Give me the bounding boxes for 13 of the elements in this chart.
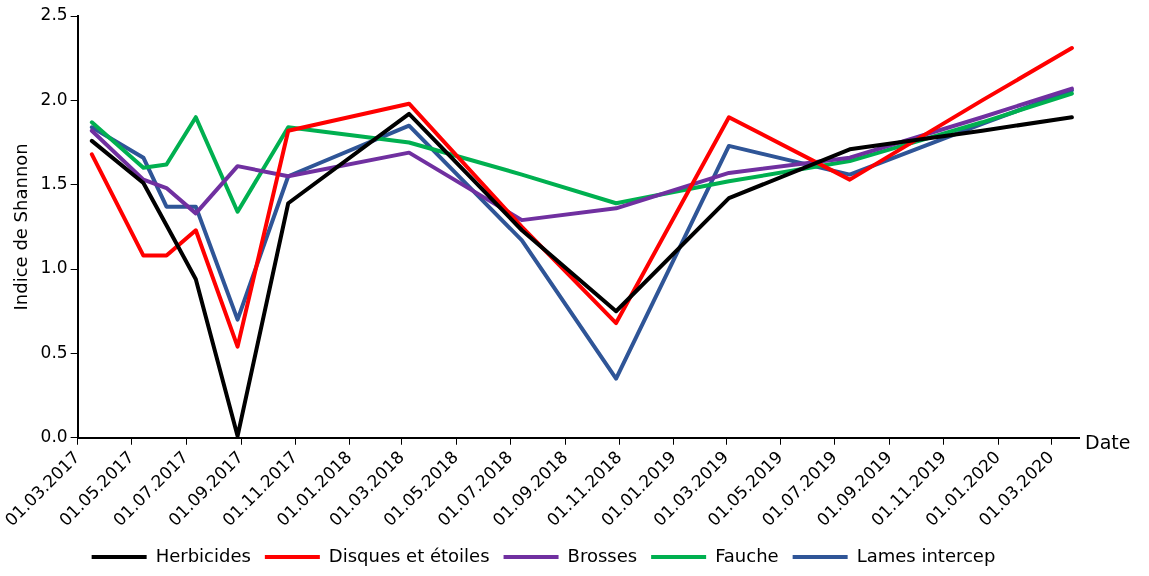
legend-label: Herbicides — [155, 544, 251, 566]
legend-label: Brosses — [567, 544, 638, 566]
y-tick-label: 1.5 — [40, 173, 68, 194]
y-tick-label: 0.0 — [40, 426, 68, 447]
y-axis-title: Indice de Shannon — [10, 143, 32, 311]
y-tick-label: 1.0 — [40, 257, 68, 278]
legend-label: Lames intercep — [856, 544, 996, 566]
y-tick-label: 2.0 — [40, 88, 68, 109]
y-tick-label: 2.5 — [40, 4, 68, 25]
y-tick-label: 0.5 — [40, 341, 68, 362]
legend-label: Fauche — [715, 544, 779, 566]
x-axis-title: Date — [1085, 430, 1131, 453]
legend-label: Disques et étoiles — [328, 544, 490, 566]
